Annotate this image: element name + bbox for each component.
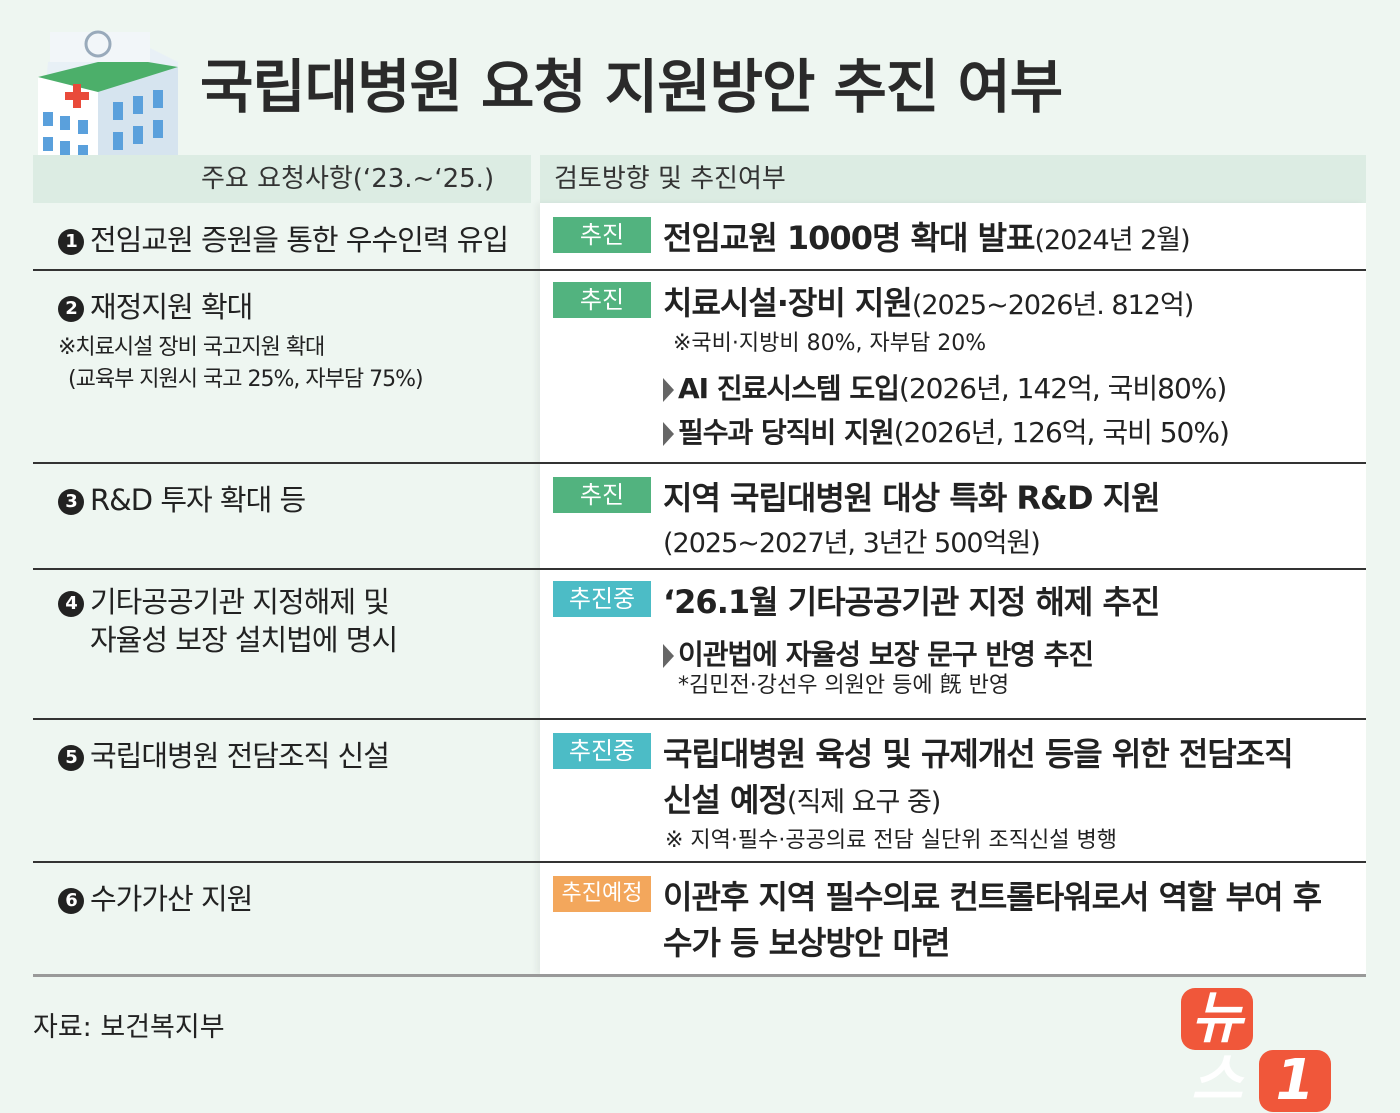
number-badge: 6 (58, 888, 84, 914)
status-note: ※ 지역·필수·공공의료 전담 실단위 조직신설 병행 (665, 828, 1117, 853)
request-text: 재정지원 확대 (90, 290, 253, 324)
table-row: 2 재정지원 확대 ※치료시설 장비 국고지원 확대 (교육부 지원시 국고 25%… (33, 270, 1366, 463)
request-note: ※치료시설 장비 국고지원 확대 (58, 335, 325, 360)
status-note: ※국비·지방비 80%, 자부담 20% (673, 331, 987, 356)
status-note: *김민전·강선우 의원안 등에 旣 반영 (678, 673, 1010, 698)
table-row: 3 R&D 투자 확대 등 추진 지역 국립대병원 대상 특화 R&D 지원 (2… (33, 463, 1366, 569)
bullet-item: 이관법에 자율성 보장 문구 반영 추진 (663, 633, 1353, 677)
number-badge: 2 (58, 296, 84, 322)
status-badge: 추진 (553, 282, 651, 318)
page-title: 국립대병원 요청 지원방안 추진 여부 (200, 53, 1063, 121)
number-badge: 3 (58, 489, 84, 515)
status-main: 국립대병원 육성 및 규제개선 등을 위한 전담조직 (663, 735, 1294, 773)
request-text: 전임교원 증원을 통한 우수인력 유입 (90, 223, 509, 257)
status-badge: 추진중 (553, 581, 651, 617)
right-column-background (540, 203, 1366, 975)
table-row: 6 수가가산 지원 추진예정 이관후 지역 필수의료 컨트롤타워로서 역할 부여 … (33, 862, 1366, 975)
request-cell: 2 재정지원 확대 ※치료시설 장비 국고지원 확대 (교육부 지원시 국고 25%… (58, 284, 424, 396)
table-bottom-border (33, 974, 1366, 977)
status-main: 신설 예정(직제 요구 중) (663, 781, 941, 819)
row-divider (33, 718, 1366, 720)
news1-logo: 뉴스 1 (1175, 988, 1331, 1112)
bullet-item: 필수과 당직비 지원(2026년, 126억, 국비 50%) (663, 411, 1353, 455)
request-cell: 1 전임교원 증원을 통한 우수인력 유입 (58, 217, 509, 259)
status-main: 전임교원 1000명 확대 발표(2024년 2월) (663, 219, 1191, 257)
row-divider (33, 861, 1366, 863)
request-text: 자율성 보장 설치법에 명시 (90, 623, 398, 657)
status-main: ‘26.1월 기타공공기관 지정 해제 추진 (663, 583, 1160, 621)
request-text: 수가가산 지원 (90, 882, 253, 916)
number-badge: 1 (58, 229, 84, 255)
row-divider (33, 462, 1366, 464)
row-divider (33, 269, 1366, 271)
row-divider (33, 568, 1366, 570)
source-note: 자료: 보건복지부 (33, 1012, 225, 1043)
status-badge: 추진예정 (553, 876, 651, 912)
status-badge: 추진 (553, 477, 651, 513)
request-cell: 6 수가가산 지원 (58, 876, 253, 918)
status-main: 이관후 지역 필수의료 컨트롤타워로서 역할 부여 후 (663, 878, 1322, 916)
status-main: 수가 등 보상방안 마련 (663, 924, 950, 962)
column-header-status: 검토방향 및 추진여부 (540, 155, 1366, 203)
number-badge: 5 (58, 745, 84, 771)
number-badge: 4 (58, 591, 84, 617)
bullet-item: AI 진료시스템 도입(2026년, 142억, 국비80%) (663, 367, 1353, 411)
status-sub: (2025~2027년, 3년간 500억원) (663, 528, 1041, 559)
request-text: R&D 투자 확대 등 (90, 483, 306, 517)
status-main: 치료시설·장비 지원(2025~2026년. 812억) (663, 284, 1194, 322)
status-badge: 추진중 (553, 733, 651, 769)
request-text: 국립대병원 전담조직 신설 (90, 739, 390, 773)
column-header-requests: 주요 요청사항(‘23.~‘25.) (33, 155, 531, 203)
request-text: 기타공공기관 지정해제 및 (90, 585, 390, 619)
table-row: 1 전임교원 증원을 통한 우수인력 유입 추진 전임교원 1000명 확대 발표… (33, 203, 1366, 270)
status-main: 지역 국립대병원 대상 특화 R&D 지원 (663, 479, 1161, 517)
status-badge: 추진 (553, 217, 651, 253)
table-row: 5 국립대병원 전담조직 신설 추진중 국립대병원 육성 및 규제개선 등을 위한… (33, 719, 1366, 862)
request-cell: 3 R&D 투자 확대 등 (58, 477, 306, 519)
request-note: (교육부 지원시 국고 25%, 자부담 75%) (68, 367, 424, 392)
request-cell: 5 국립대병원 전담조직 신설 (58, 733, 390, 775)
